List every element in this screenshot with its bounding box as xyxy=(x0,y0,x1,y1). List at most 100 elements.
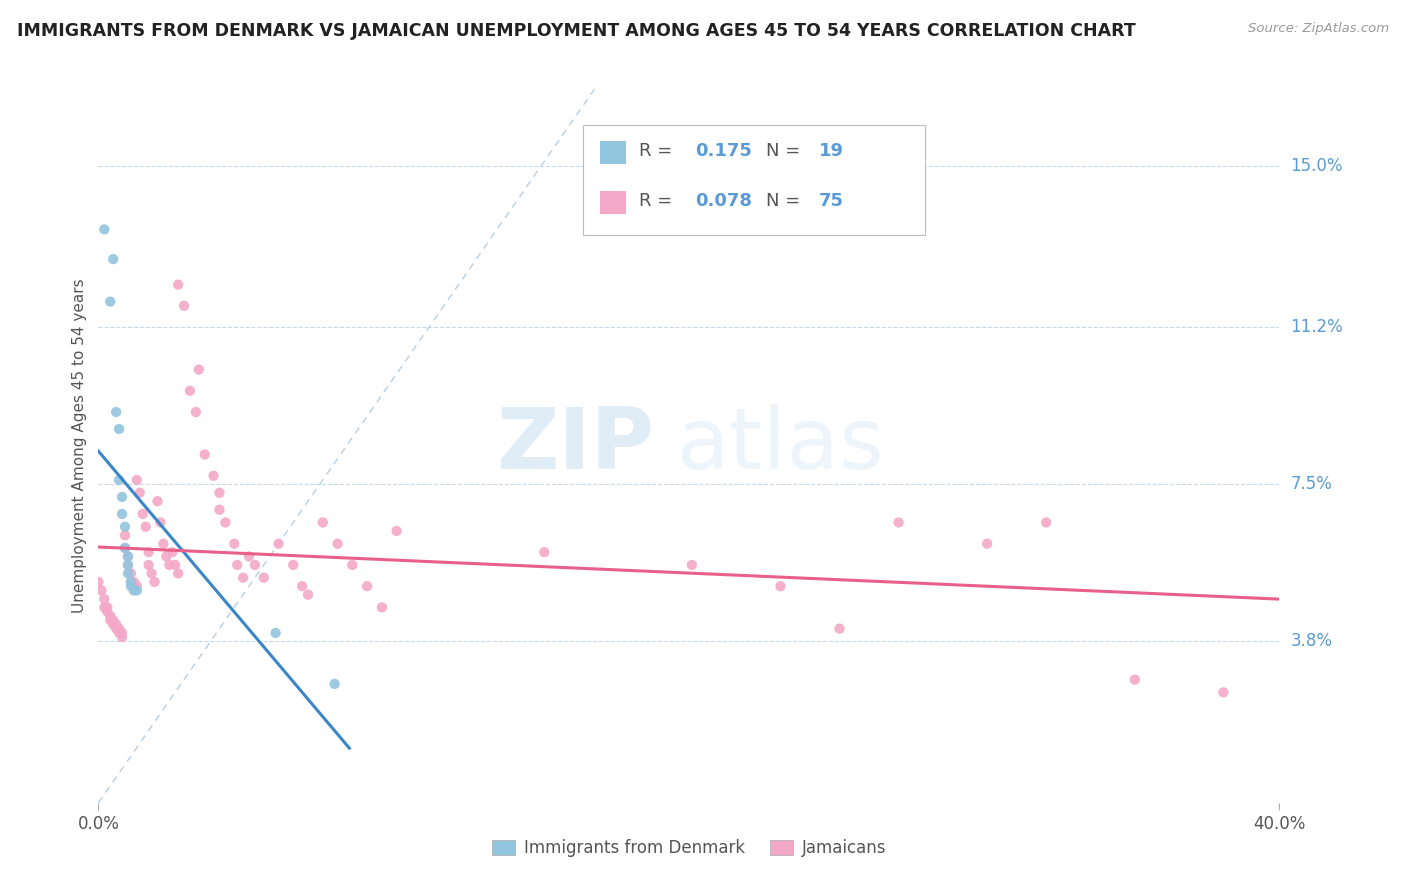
Point xyxy=(179,384,201,398)
FancyBboxPatch shape xyxy=(600,141,626,164)
Point xyxy=(111,626,134,640)
Point xyxy=(128,485,150,500)
Point xyxy=(157,558,180,572)
Point xyxy=(98,613,121,627)
Point xyxy=(184,405,207,419)
Point xyxy=(120,566,142,581)
Point xyxy=(173,299,195,313)
Point xyxy=(202,468,225,483)
FancyBboxPatch shape xyxy=(582,125,925,235)
Point xyxy=(111,490,134,504)
Point xyxy=(828,622,851,636)
Point xyxy=(132,507,155,521)
Point xyxy=(214,516,236,530)
Point xyxy=(125,473,148,487)
Point xyxy=(232,571,254,585)
Point xyxy=(125,579,148,593)
Point xyxy=(120,579,142,593)
Point xyxy=(108,626,131,640)
Point xyxy=(243,558,266,572)
Text: 11.2%: 11.2% xyxy=(1291,318,1343,336)
Point xyxy=(264,626,287,640)
Point xyxy=(187,362,209,376)
Point xyxy=(267,537,290,551)
Point xyxy=(111,507,134,521)
Point xyxy=(226,558,249,572)
Text: N =: N = xyxy=(766,193,806,211)
Text: atlas: atlas xyxy=(678,404,886,488)
Point xyxy=(887,516,910,530)
Point xyxy=(93,591,115,606)
Point xyxy=(283,558,305,572)
Text: 7.5%: 7.5% xyxy=(1291,475,1333,493)
Point xyxy=(138,558,160,572)
Text: Source: ZipAtlas.com: Source: ZipAtlas.com xyxy=(1249,22,1389,36)
Point xyxy=(238,549,260,564)
Text: N =: N = xyxy=(766,143,806,161)
Point xyxy=(120,574,142,589)
Point xyxy=(103,613,125,627)
Text: 15.0%: 15.0% xyxy=(1291,157,1343,175)
Point xyxy=(108,422,131,436)
Text: 0.078: 0.078 xyxy=(695,193,752,211)
Text: R =: R = xyxy=(640,143,678,161)
Point xyxy=(117,549,139,564)
Point xyxy=(98,294,121,309)
Point xyxy=(769,579,792,593)
Point xyxy=(108,473,131,487)
Point xyxy=(141,566,163,581)
Point xyxy=(1123,673,1146,687)
Point xyxy=(87,574,110,589)
Point xyxy=(167,277,190,292)
Point xyxy=(105,405,128,419)
Point xyxy=(323,677,346,691)
Point xyxy=(122,574,145,589)
Point xyxy=(125,583,148,598)
Point xyxy=(122,583,145,598)
Point xyxy=(149,516,172,530)
Point xyxy=(312,516,335,530)
Point xyxy=(117,558,139,572)
Point xyxy=(155,549,177,564)
Point xyxy=(194,448,217,462)
Point xyxy=(108,622,131,636)
Point xyxy=(117,549,139,564)
Point xyxy=(208,502,231,516)
Point xyxy=(253,571,276,585)
Point xyxy=(167,566,190,581)
Point xyxy=(98,608,121,623)
Point xyxy=(96,600,118,615)
Point xyxy=(385,524,408,538)
Point xyxy=(297,588,319,602)
Legend: Immigrants from Denmark, Jamaicans: Immigrants from Denmark, Jamaicans xyxy=(484,831,894,866)
Point xyxy=(111,630,134,644)
Text: 0.175: 0.175 xyxy=(695,143,752,161)
Point xyxy=(356,579,378,593)
Point xyxy=(114,519,136,533)
Point xyxy=(152,537,174,551)
Point xyxy=(138,545,160,559)
Y-axis label: Unemployment Among Ages 45 to 54 years: Unemployment Among Ages 45 to 54 years xyxy=(72,278,87,614)
Point xyxy=(103,617,125,632)
Point xyxy=(114,528,136,542)
Point xyxy=(117,558,139,572)
Point xyxy=(135,519,157,533)
Text: ZIP: ZIP xyxy=(496,404,654,488)
Point xyxy=(291,579,314,593)
Point xyxy=(114,541,136,555)
Point xyxy=(93,222,115,236)
Point xyxy=(90,583,112,598)
Point xyxy=(165,558,187,572)
Text: 75: 75 xyxy=(818,193,844,211)
Text: IMMIGRANTS FROM DENMARK VS JAMAICAN UNEMPLOYMENT AMONG AGES 45 TO 54 YEARS CORRE: IMMIGRANTS FROM DENMARK VS JAMAICAN UNEM… xyxy=(17,22,1136,40)
Point xyxy=(93,600,115,615)
Point xyxy=(342,558,364,572)
Point xyxy=(117,566,139,581)
Point xyxy=(208,485,231,500)
Point xyxy=(224,537,246,551)
Point xyxy=(681,558,703,572)
Point xyxy=(371,600,394,615)
Point xyxy=(533,545,555,559)
Text: 3.8%: 3.8% xyxy=(1291,632,1333,650)
Point xyxy=(105,622,128,636)
